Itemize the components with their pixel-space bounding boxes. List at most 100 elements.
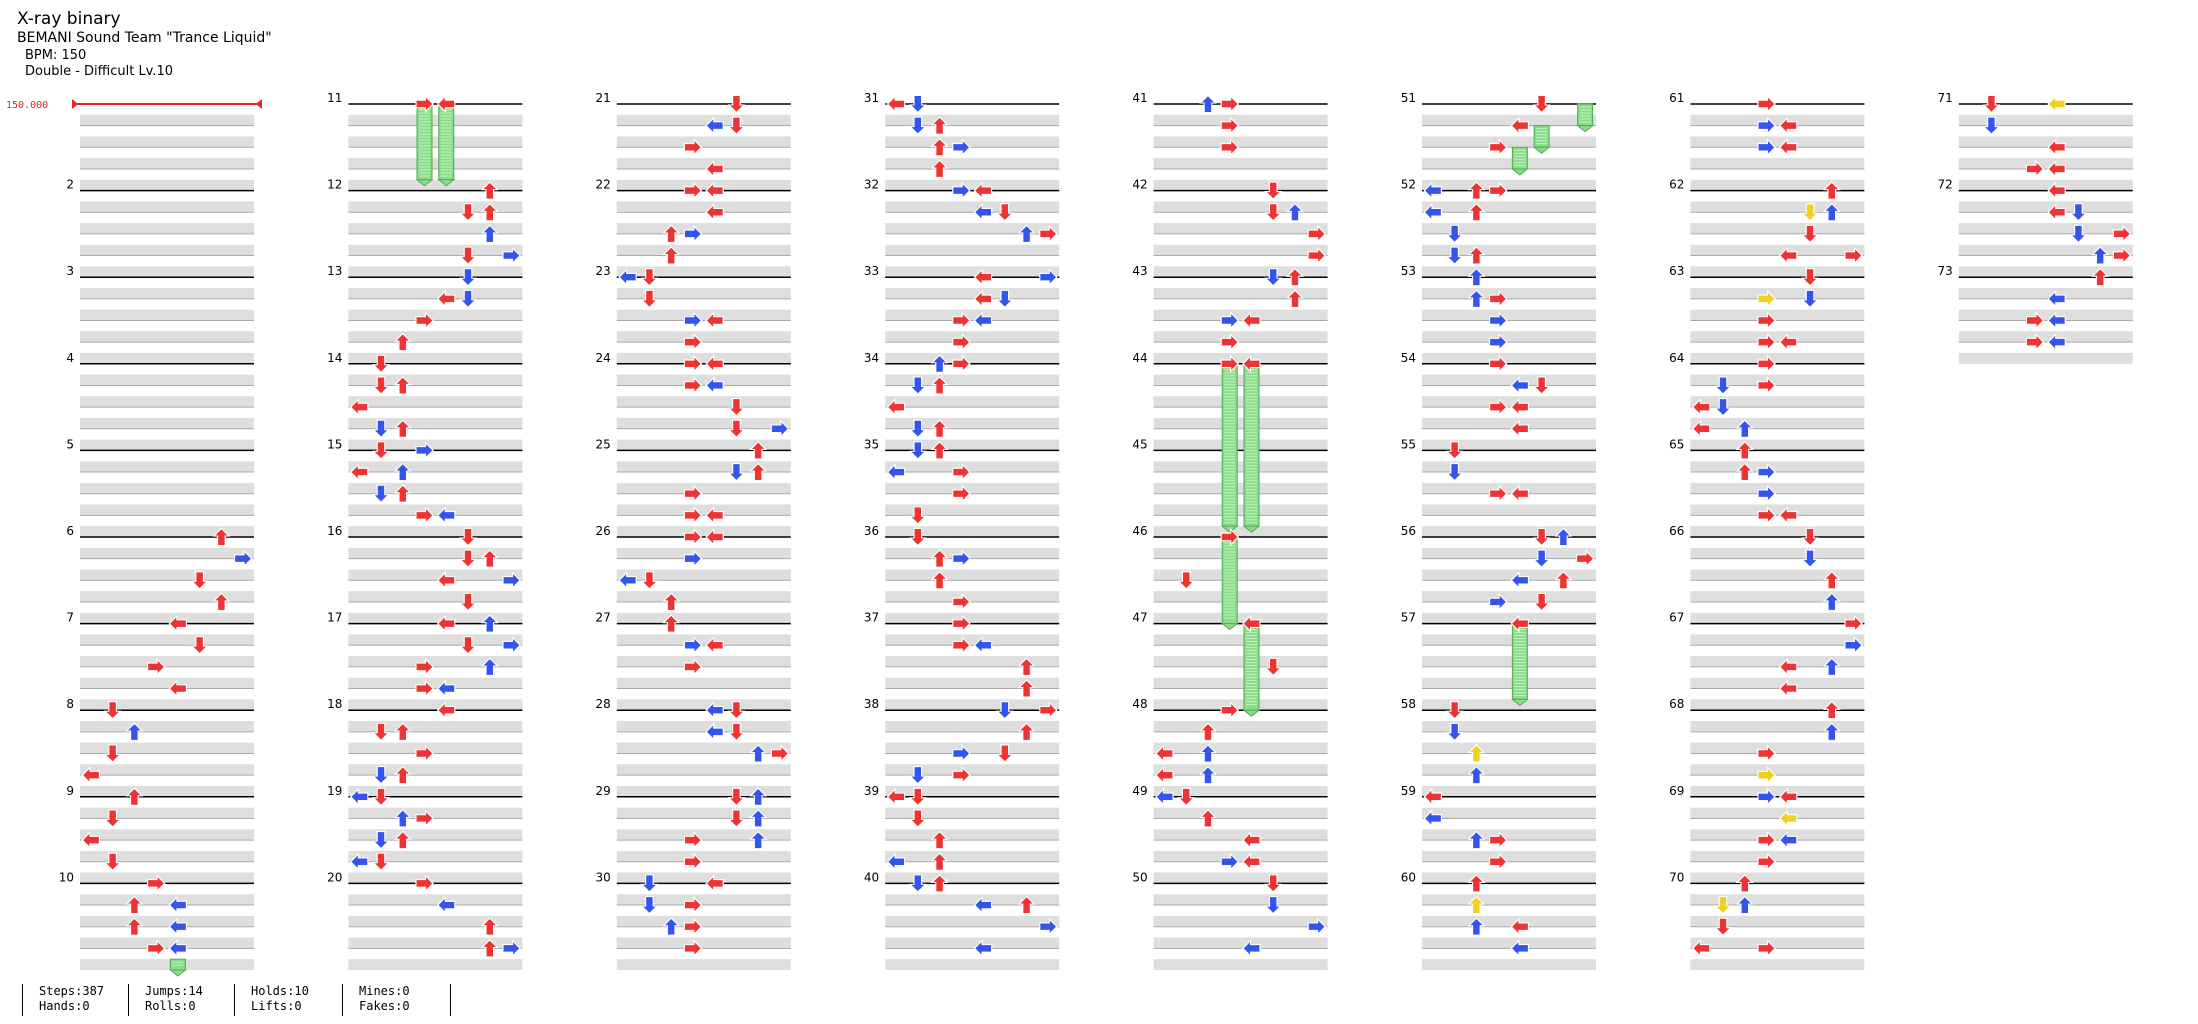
arrow-down-icon — [372, 787, 391, 807]
song-artist: BEMANI Sound Team "Trance Liquid" — [17, 30, 272, 47]
arrow-up-icon — [930, 570, 949, 590]
arrow-up-icon — [930, 830, 949, 850]
beat-shade — [1958, 266, 2133, 278]
arrow-left-icon — [705, 116, 724, 135]
arrow-down-icon — [1445, 722, 1464, 742]
beat-shade — [616, 288, 791, 299]
beat-shade — [885, 850, 1060, 862]
arrow-left-icon — [1242, 939, 1261, 958]
arrow-up-icon — [480, 549, 499, 568]
arrow-left-icon — [1423, 809, 1442, 828]
beat-shade — [348, 742, 523, 754]
beat-shade — [1422, 829, 1596, 841]
beat-shade — [1690, 526, 1865, 537]
measure-28 — [616, 709, 791, 797]
beat-shade — [80, 482, 254, 494]
arrow-right-icon — [952, 138, 971, 157]
beat-shade — [1690, 244, 1865, 256]
arrow-left-icon — [168, 679, 187, 698]
arrow-right-icon — [1757, 463, 1776, 482]
beat-shade — [1422, 634, 1596, 646]
measure-label: 14 — [327, 351, 342, 365]
beat-shade — [348, 482, 523, 494]
measure-43 — [1153, 276, 1328, 364]
measure-34 — [885, 363, 1060, 451]
beat-shade — [885, 136, 1060, 148]
measure-46 — [1153, 536, 1328, 624]
beat-shade — [616, 764, 791, 776]
arrow-right-icon — [1220, 852, 1240, 871]
beat-shade — [616, 417, 791, 429]
arrow-down-icon — [727, 787, 746, 807]
beat-shade — [348, 504, 523, 516]
measure-63 — [1690, 276, 1865, 364]
beat-shade — [1153, 547, 1328, 559]
arrow-left-icon — [1691, 939, 1711, 958]
arrow-left-icon — [886, 852, 906, 871]
beat-shade — [80, 547, 254, 559]
beat-shade — [885, 439, 1060, 451]
beat-shade — [80, 742, 254, 754]
measure-label: 66 — [1669, 524, 1684, 538]
beat-shade — [348, 114, 523, 126]
beat-shade — [616, 374, 791, 386]
measure-label: 63 — [1669, 264, 1684, 278]
arrow-left-icon — [349, 398, 369, 417]
arrow-down-icon — [1714, 376, 1733, 395]
measure-label: 48 — [1132, 697, 1147, 711]
arrow-down-icon — [727, 722, 746, 742]
measure-label: 43 — [1132, 264, 1147, 278]
arrow-left-icon — [1155, 744, 1174, 763]
beat-shade — [885, 677, 1060, 689]
arrow-up-icon — [480, 614, 499, 633]
beat-shade — [885, 526, 1060, 537]
arrow-left-icon — [436, 896, 456, 915]
arrow-right-icon — [1039, 268, 1058, 287]
arrow-right-icon — [2112, 224, 2132, 243]
arrow-left-icon — [349, 852, 369, 871]
beat-shade — [80, 288, 254, 299]
arrow-right-icon — [502, 636, 521, 655]
arrow-up-icon — [1467, 830, 1486, 850]
measure-label: 54 — [1401, 351, 1416, 365]
beat-shade — [1422, 482, 1596, 494]
arrow-down-icon — [1177, 787, 1196, 807]
arrow-up-icon — [1467, 895, 1486, 915]
beat-shade — [80, 807, 254, 819]
beat-shade — [1153, 829, 1328, 841]
beat-shade — [1153, 807, 1328, 819]
measure-9 — [80, 796, 254, 884]
arrow-left-icon — [705, 701, 724, 720]
beat-shade — [1153, 634, 1328, 646]
measure-59 — [1422, 796, 1596, 884]
arrow-up-icon — [480, 917, 499, 936]
arrow-up-icon — [2091, 246, 2110, 265]
arrow-left-icon — [1510, 398, 1529, 417]
beat-shade — [885, 396, 1060, 408]
arrow-left-icon — [1510, 116, 1529, 135]
beat-shade — [885, 547, 1060, 559]
arrow-right-icon — [1757, 354, 1776, 373]
beat-shade — [80, 396, 254, 408]
arrow-left-icon — [1242, 831, 1261, 850]
arrow-left-icon — [1242, 354, 1261, 373]
arrow-down-icon — [1714, 397, 1733, 417]
beat-shade — [1422, 417, 1596, 429]
arrow-down-icon — [1532, 549, 1551, 569]
arrow-right-icon — [1489, 181, 1508, 200]
beat-shade — [1153, 764, 1328, 776]
beat-shade — [885, 417, 1060, 429]
measure-70 — [1690, 882, 1865, 970]
beat-shade — [1422, 396, 1596, 408]
arrow-right-icon — [1489, 138, 1508, 157]
arrow-down-icon — [1532, 94, 1551, 114]
arrow-left-icon — [2047, 289, 2066, 308]
measure-label: 42 — [1132, 178, 1147, 192]
arrow-up-icon — [1822, 657, 1841, 677]
beat-shade — [1153, 959, 1328, 970]
beat-shade — [1422, 288, 1596, 299]
arrow-up-icon — [480, 181, 499, 200]
arrow-left-icon — [1691, 398, 1711, 417]
arrow-left-icon — [1778, 116, 1798, 135]
arrow-left-icon — [1510, 614, 1529, 633]
